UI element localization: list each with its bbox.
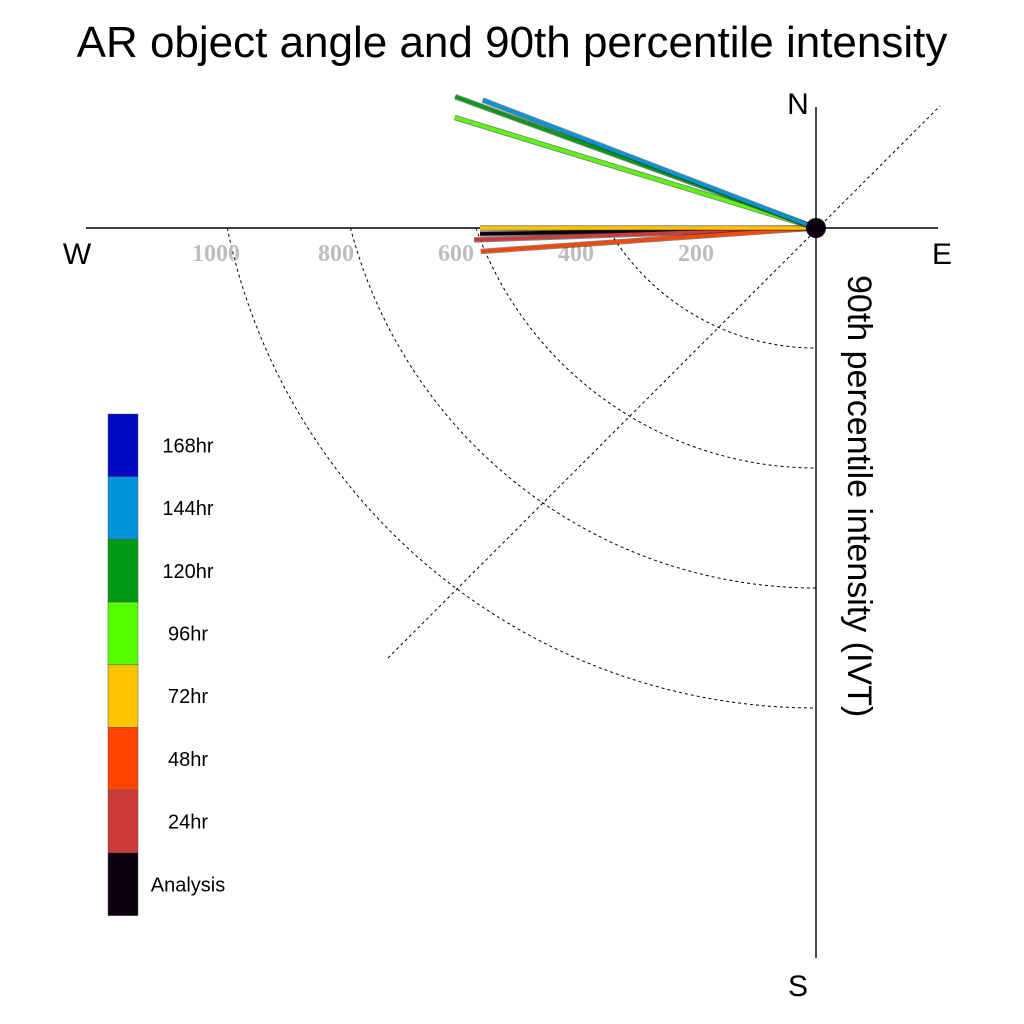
- legend-swatch: [107, 413, 139, 477]
- legend-swatch: [107, 539, 139, 603]
- radial-axis-label: 90th percentile intensity (IVT): [840, 275, 878, 717]
- intensity-ring: [349, 227, 817, 589]
- radial-tick-label: 200: [678, 241, 714, 267]
- intensity-ring: [475, 227, 817, 469]
- radial-tick-label: 600: [438, 241, 474, 267]
- legend-swatch: [107, 476, 139, 540]
- legend-swatch: [107, 664, 139, 728]
- south-label: S: [788, 970, 808, 1003]
- west-label: W: [63, 238, 92, 271]
- intensity-ring: [226, 227, 817, 709]
- north-label: N: [787, 88, 809, 121]
- vector-48hr: [480, 226, 817, 254]
- diagonal-guide: [387, 105, 941, 659]
- radial-tick-label: 1000: [192, 241, 240, 267]
- legend-swatch: [107, 727, 139, 791]
- legend-swatch: [107, 852, 139, 916]
- angle-vectors: [453, 94, 817, 255]
- legend-label: 168hr: [162, 435, 213, 457]
- vector-96hr: [454, 115, 817, 230]
- legend: 168hr 144hr 120hr 96hr 72hr 48hr 24hr Analysis: [107, 413, 225, 916]
- radial-tick-label: 800: [318, 241, 354, 267]
- vector-144hr: [482, 98, 817, 230]
- legend-label: 144hr: [162, 498, 213, 520]
- legend-label: 48hr: [168, 749, 208, 771]
- legend-swatch: [107, 601, 139, 666]
- legend-swatch: [107, 789, 139, 854]
- legend-label: 120hr: [162, 561, 213, 583]
- east-label: E: [932, 238, 952, 271]
- chart-title: AR object angle and 90th percentile inte…: [77, 18, 948, 67]
- origin-marker: [806, 218, 826, 238]
- legend-label: 72hr: [168, 686, 208, 708]
- intensity-ring: [607, 227, 817, 349]
- intensity-rings: [226, 227, 817, 709]
- legend-label: Analysis: [151, 874, 225, 896]
- legend-label: 96hr: [168, 623, 208, 645]
- legend-label: 24hr: [168, 812, 208, 834]
